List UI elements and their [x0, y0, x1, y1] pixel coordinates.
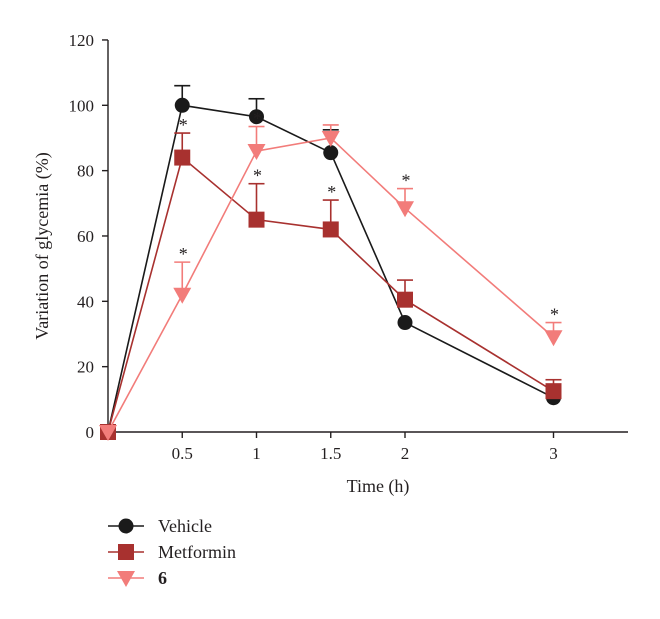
data-point: [249, 109, 264, 125]
series-6: * * * *: [99, 109, 563, 441]
significance-marker: *: [253, 109, 262, 129]
legend-marker: [118, 518, 134, 534]
x-tick-label: 2: [401, 444, 410, 463]
data-point: [323, 145, 339, 161]
significance-marker: *: [253, 166, 262, 186]
data-point: [396, 201, 414, 218]
legend-label: 6: [158, 568, 167, 588]
legend-marker: [118, 544, 134, 560]
data-point: [544, 330, 563, 347]
data-point: [397, 315, 413, 331]
legend: Vehicle Metformin 6: [108, 516, 236, 588]
legend-marker: [117, 571, 135, 587]
data-point: [248, 211, 265, 228]
y-tick-label: 80: [77, 162, 94, 181]
series-line: [107, 156, 554, 433]
series-layer: * * * * * * *: [99, 84, 563, 441]
data-point: [321, 130, 340, 147]
significance-marker: *: [402, 171, 411, 191]
data-point: [174, 149, 191, 166]
legend-item: Vehicle: [108, 516, 212, 536]
data-point: [322, 221, 339, 238]
legend-label: Vehicle: [158, 516, 212, 536]
y-tick-label: 40: [77, 292, 94, 311]
axes: 0 20 40 60 80 100 120 0.5 1 1.5 2 3 Time (h) Variatio…: [32, 31, 628, 497]
data-point: [397, 291, 413, 308]
series-metformin: * * *: [100, 115, 562, 440]
y-tick-label: 120: [69, 31, 95, 50]
data-point: [247, 144, 266, 161]
series-line: [107, 137, 555, 433]
significance-marker: *: [179, 244, 188, 264]
series-line: [107, 104, 554, 433]
y-tick-label: 100: [69, 96, 95, 115]
x-tick-label: 1.5: [320, 444, 341, 463]
significance-marker: *: [550, 305, 559, 325]
data-point: [173, 287, 192, 304]
x-tick-label: 3: [549, 444, 558, 463]
x-axis-label: Time (h): [347, 476, 410, 497]
data-point: [99, 425, 117, 441]
y-axis-label: Variation of glycemia (%): [32, 152, 53, 339]
significance-marker: *: [327, 182, 336, 202]
legend-label: Metformin: [158, 542, 236, 562]
legend-item: 6: [108, 568, 167, 588]
x-tick-label: 1: [252, 444, 261, 463]
data-point: [545, 383, 562, 400]
legend-item: Metformin: [108, 542, 236, 562]
data-point: [174, 97, 190, 113]
y-tick-label: 60: [77, 227, 94, 246]
y-tick-label: 20: [77, 358, 94, 377]
significance-marker: *: [179, 115, 188, 135]
y-tick-label: 0: [86, 423, 95, 442]
x-tick-label: 0.5: [172, 444, 193, 463]
